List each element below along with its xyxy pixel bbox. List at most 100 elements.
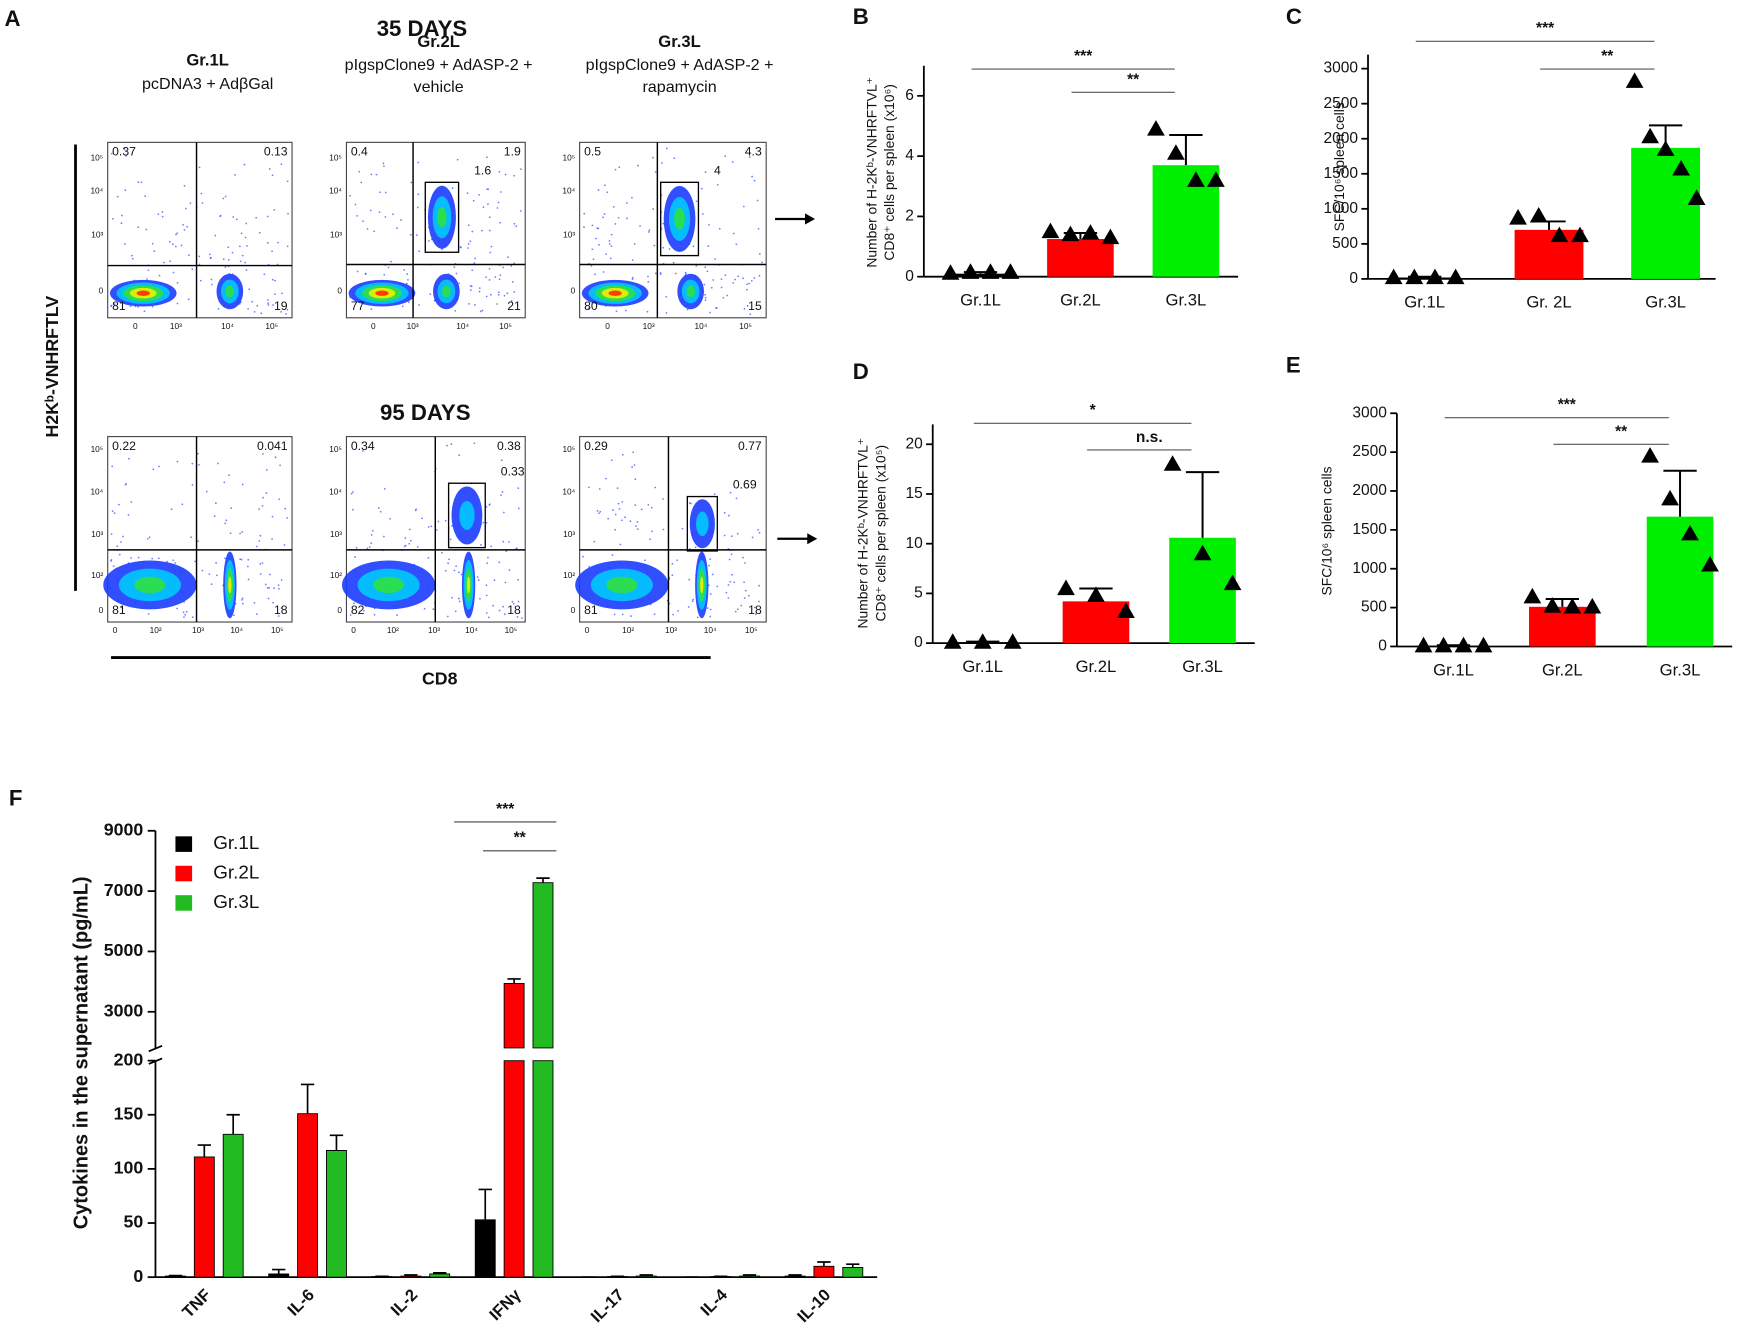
event	[490, 545, 493, 548]
significance-label: **	[1615, 423, 1628, 440]
event	[621, 613, 624, 616]
event	[502, 511, 505, 514]
legend-label: Gr.2L	[213, 862, 259, 883]
event	[479, 310, 482, 313]
flow-plot	[579, 141, 767, 319]
event	[736, 532, 739, 535]
quadrant-value: 0.13	[264, 145, 288, 159]
flow-tick: 0	[351, 625, 356, 635]
data-point	[981, 263, 1000, 279]
event	[423, 607, 426, 610]
event	[744, 589, 747, 592]
event	[485, 295, 488, 298]
y-tick-label: 0	[1378, 638, 1387, 655]
event	[709, 615, 712, 618]
event	[224, 195, 227, 198]
significance-label: *	[1090, 402, 1097, 419]
event	[593, 540, 596, 543]
x-tick-label: IL-6	[284, 1285, 318, 1319]
event	[241, 599, 243, 601]
event	[757, 228, 760, 230]
event	[467, 247, 469, 249]
data-point	[1414, 636, 1433, 653]
data-point	[1529, 206, 1548, 223]
event	[210, 278, 213, 281]
event	[674, 272, 677, 275]
event	[286, 517, 289, 519]
event	[659, 273, 662, 276]
event	[636, 528, 639, 531]
y-axis-label: CD8⁺ cells per spleen (x10⁵)	[872, 445, 888, 622]
event	[417, 193, 420, 196]
event	[690, 502, 692, 505]
event	[370, 173, 373, 176]
data-point	[1041, 222, 1060, 239]
event	[246, 245, 248, 247]
event	[183, 184, 186, 187]
data-point	[1405, 268, 1424, 285]
event	[458, 282, 460, 285]
event	[271, 515, 274, 518]
density	[136, 290, 150, 296]
event	[382, 162, 385, 165]
gate	[660, 181, 700, 257]
event	[715, 307, 717, 309]
density	[437, 206, 447, 228]
event	[501, 491, 504, 493]
error-bar	[846, 1263, 860, 1268]
event	[713, 493, 716, 496]
event	[454, 610, 457, 613]
bar	[1390, 277, 1460, 279]
event	[482, 521, 485, 524]
flow-tick: 10⁵	[739, 321, 752, 331]
event	[241, 597, 244, 600]
flow-tick: 10⁴	[456, 321, 469, 331]
event	[661, 162, 663, 164]
event	[262, 453, 264, 455]
y-tick-label: 500	[1361, 599, 1387, 616]
event	[602, 271, 605, 273]
event	[659, 271, 662, 274]
event	[137, 181, 140, 184]
event	[708, 224, 710, 226]
event	[734, 278, 736, 281]
event	[758, 600, 760, 603]
event	[757, 528, 759, 531]
flow-tick: 10⁴	[694, 321, 707, 331]
event	[650, 506, 653, 509]
event	[490, 245, 493, 248]
data-point	[1563, 597, 1582, 614]
flow-tick: 0	[113, 625, 118, 635]
event	[448, 558, 450, 561]
event	[146, 278, 148, 280]
error-bar	[639, 1274, 653, 1277]
event	[606, 191, 609, 194]
event	[485, 594, 488, 597]
event	[604, 184, 606, 187]
event	[619, 543, 622, 546]
event	[471, 269, 474, 272]
event	[502, 540, 505, 543]
event	[614, 168, 617, 171]
event	[646, 310, 649, 313]
x-tick-label: IL-2	[387, 1285, 421, 1319]
event	[351, 508, 354, 511]
event	[743, 581, 745, 584]
event	[499, 191, 502, 193]
y-tick-label: 1500	[1352, 521, 1387, 538]
flow-tick: 10⁴	[329, 486, 342, 496]
event	[746, 283, 749, 286]
x-tick-label: IL-4	[697, 1285, 732, 1320]
event	[241, 531, 244, 533]
panel-label: C	[1286, 4, 1302, 29]
event	[706, 607, 709, 610]
event	[369, 209, 372, 212]
event	[362, 220, 364, 223]
event	[185, 207, 187, 210]
quadrant-value: 15	[748, 299, 762, 313]
event	[520, 168, 522, 171]
event	[753, 277, 756, 279]
event	[198, 166, 201, 169]
event	[504, 581, 507, 584]
event	[259, 534, 262, 537]
